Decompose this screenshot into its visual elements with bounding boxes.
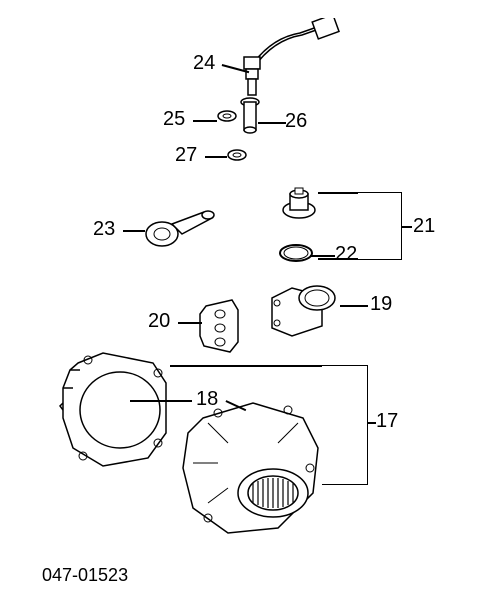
gasket-18-icon bbox=[58, 348, 173, 473]
callout-21-bracket bbox=[358, 192, 402, 260]
callout-26-line bbox=[258, 122, 286, 124]
callout-21-top-ext bbox=[318, 192, 358, 194]
callout-22-line bbox=[310, 255, 335, 257]
callout-25-line bbox=[193, 120, 217, 122]
callout-22: 22 bbox=[335, 243, 357, 266]
callout-18: 18 bbox=[196, 388, 218, 411]
callout-27: 27 bbox=[175, 144, 197, 167]
callout-21: 21 bbox=[413, 215, 435, 238]
callout-17: 17 bbox=[376, 410, 398, 433]
housing-23-icon bbox=[144, 202, 219, 252]
diagram-part-number: 047-01523 bbox=[42, 565, 128, 586]
housing-19-icon bbox=[262, 278, 342, 342]
callout-18-line-left bbox=[130, 400, 192, 402]
callout-23-line bbox=[123, 230, 145, 232]
seal-27-icon bbox=[226, 148, 248, 162]
fitting-26-icon bbox=[238, 96, 262, 136]
callout-20: 20 bbox=[148, 310, 170, 333]
pump-17-icon bbox=[178, 398, 333, 548]
callout-17-bracket-mid bbox=[368, 422, 376, 424]
callout-17-top-ext bbox=[170, 365, 322, 367]
callout-27-line bbox=[205, 156, 227, 158]
thermostat-21-icon bbox=[280, 186, 318, 224]
callout-25: 25 bbox=[163, 108, 185, 131]
sensor-plug-icon bbox=[232, 55, 272, 100]
callout-24: 24 bbox=[193, 52, 215, 75]
callout-19-line bbox=[340, 305, 368, 307]
callout-23: 23 bbox=[93, 218, 115, 241]
seal-25-icon bbox=[216, 108, 238, 124]
callout-26: 26 bbox=[285, 110, 307, 133]
callout-17-bracket bbox=[322, 365, 368, 485]
ring-22-icon bbox=[278, 243, 314, 263]
gasket-20-icon bbox=[198, 298, 242, 356]
callout-20-line bbox=[178, 322, 202, 324]
callout-21-bracket-mid bbox=[402, 226, 412, 228]
callout-19: 19 bbox=[370, 293, 392, 316]
